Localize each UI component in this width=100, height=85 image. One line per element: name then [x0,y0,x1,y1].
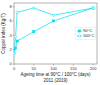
series-marker [14,52,15,54]
legend-item: 100°C [77,33,94,38]
series-marker [33,7,35,9]
series-marker [16,11,18,13]
y-tick [13,35,15,36]
y-tick-label: 0 [10,61,13,66]
x-tick-label: 200 [90,66,97,71]
y-tick-label: 2 [10,47,13,52]
chart: 0 50 100 150 200 0 2 4 6 8 Ageing time at 90°C / 1… [0,0,100,85]
x-axis-label: 2011 (2019) [44,78,68,83]
x-tick-label: 150 [70,66,77,71]
y-tick [13,6,15,7]
series-marker [14,52,15,54]
legend-line [77,31,82,32]
series-marker [52,20,54,22]
legend-label: 100°C [83,33,94,38]
series-marker [92,7,94,9]
y-tick [13,20,15,21]
y-tick-label: 8 [10,4,13,9]
x-tick-label: 0 [13,66,16,71]
plot-data [14,7,94,55]
legend: 90°C100°C [75,28,95,40]
series-marker [33,31,35,33]
legend-marker [78,30,80,32]
series-marker [14,36,16,38]
x-tick-label: 100 [50,66,57,71]
plot-frame [14,3,97,64]
y-tick [13,49,15,50]
y-tick-label: 6 [10,18,13,23]
series-marker [92,7,94,9]
legend-frame [75,28,95,40]
y-tick [13,64,15,65]
legend-line [77,36,82,37]
legend-marker [78,35,80,37]
series-marker [52,14,54,16]
y-axis-label: Copper index (Kg/T) [1,13,6,54]
y-tick-label: 4 [10,33,13,38]
series-marker [16,40,18,42]
x-tick-label: 50 [32,66,37,71]
x-axis-label: Ageing time at 90°C / 100°C (days) [20,72,91,77]
